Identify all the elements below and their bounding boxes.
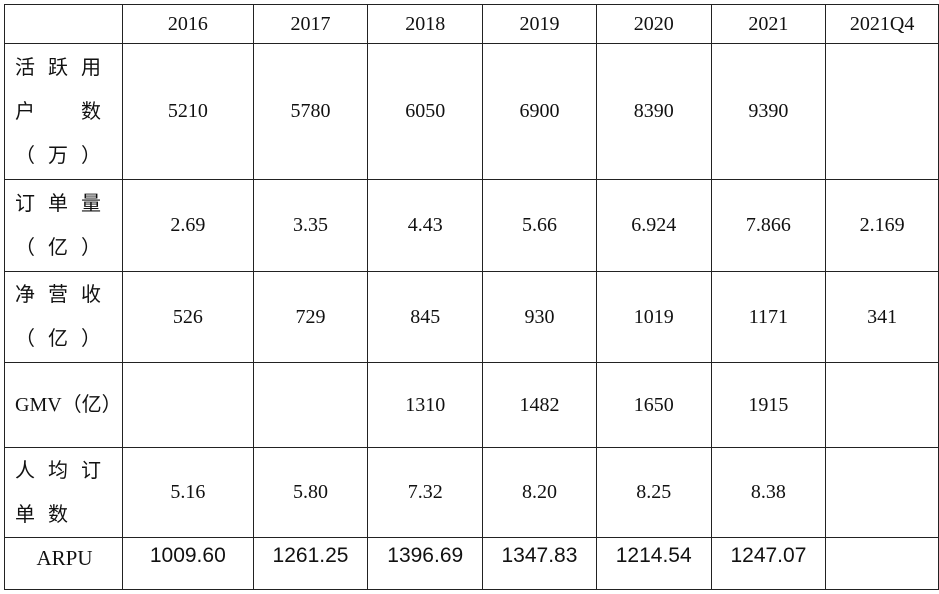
table-cell: 4.43 (367, 179, 484, 272)
table-row: ARPU 1009.60 1261.25 1396.69 1347.83 1214.54 1… (4, 537, 939, 590)
data-table: 2016 2017 2018 2019 2020 2021 2021Q4 活跃用户数（万） 52… (4, 4, 939, 590)
table-cell: 5780 (252, 43, 369, 180)
table-cell: 1482 (482, 362, 597, 448)
table-cell: 2.169 (825, 179, 939, 272)
table-cell: 2.69 (122, 179, 254, 272)
table-cell: 2020 (595, 4, 712, 44)
table-cell (825, 447, 939, 538)
table-cell: 930 (482, 271, 597, 363)
table-cell: 845 (367, 271, 484, 363)
table-cell: 2016 (122, 4, 254, 44)
table-cell: 5.80 (252, 447, 369, 538)
table-cell: 1171 (710, 271, 827, 363)
row-label: 人均订单数 (4, 447, 123, 538)
table-cell: 8390 (595, 43, 712, 180)
table-row: 人均订单数 5.16 5.80 7.32 8.20 8.25 8.38 (4, 447, 939, 538)
row-label: ARPU (4, 537, 123, 590)
row-label: 净营收（亿） (4, 271, 123, 363)
table-cell: 2021Q4 (825, 4, 939, 44)
table-cell (252, 362, 369, 448)
row-label: 订单量（亿） (4, 179, 123, 272)
table-cell: 1214.54 (595, 537, 712, 590)
table-cell: 5210 (122, 43, 254, 180)
table-cell: 7.866 (710, 179, 827, 272)
table-cell: 9390 (710, 43, 827, 180)
row-label: 活跃用户数（万） (4, 43, 123, 180)
table-cell: 526 (122, 271, 254, 363)
table-cell: 341 (825, 271, 939, 363)
table-cell: 8.25 (595, 447, 712, 538)
page: 2016 2017 2018 2019 2020 2021 2021Q4 活跃用户数（万） 52… (4, 4, 939, 590)
table-row: 净营收（亿） 526 729 845 930 1019 1171 341 (4, 271, 939, 363)
table-cell: 1019 (595, 271, 712, 363)
table-cell: 1915 (710, 362, 827, 448)
table-row: 订单量（亿） 2.69 3.35 4.43 5.66 6.924 7.866 2.169 (4, 179, 939, 272)
table-row: 活跃用户数（万） 5210 5780 6050 6900 8390 9390 (4, 43, 939, 180)
table-cell: 1009.60 (122, 537, 254, 590)
table-cell: 1261.25 (252, 537, 369, 590)
table-cell: 6050 (367, 43, 484, 180)
table-cell: 1347.83 (482, 537, 597, 590)
table-row: 2016 2017 2018 2019 2020 2021 2021Q4 (4, 4, 939, 44)
row-label: GMV（亿） (4, 362, 123, 448)
table-cell: 1247.07 (710, 537, 827, 590)
table-cell: 8.20 (482, 447, 597, 538)
table-cell: 1396.69 (367, 537, 484, 590)
table-cell: 2019 (482, 4, 597, 44)
table-cell: 2017 (252, 4, 369, 44)
table-cell: 6900 (482, 43, 597, 180)
table-cell (4, 4, 123, 44)
table-cell: 6.924 (595, 179, 712, 272)
table-cell (825, 362, 939, 448)
table-cell (122, 362, 254, 448)
table-cell (825, 43, 939, 180)
table-cell: 3.35 (252, 179, 369, 272)
table-cell: 2021 (710, 4, 827, 44)
table-row: GMV（亿） 1310 1482 1650 1915 (4, 362, 939, 448)
table-cell: 1650 (595, 362, 712, 448)
table-cell: 1310 (367, 362, 484, 448)
table-cell: 5.66 (482, 179, 597, 272)
table-cell: 2018 (367, 4, 484, 44)
table-cell: 729 (252, 271, 369, 363)
table-cell: 8.38 (710, 447, 827, 538)
table-cell: 7.32 (367, 447, 484, 538)
table-cell (825, 537, 939, 590)
table-cell: 5.16 (122, 447, 254, 538)
